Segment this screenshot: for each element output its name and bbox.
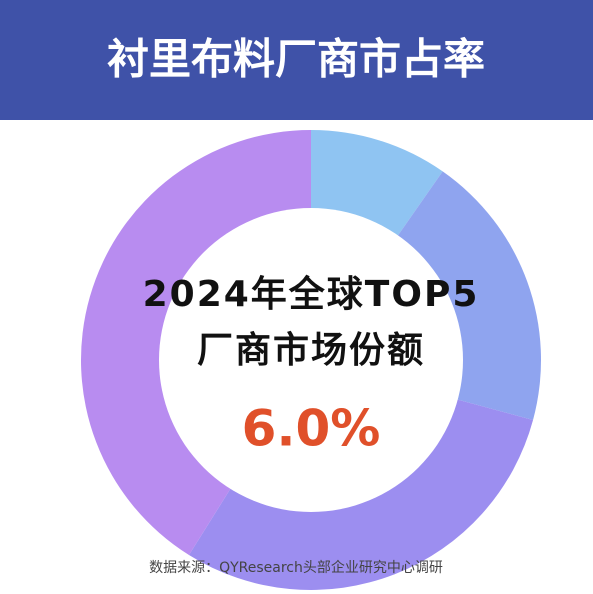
source-note: 数据来源：QYResearch头部企业研究中心调研	[149, 559, 443, 576]
center-line: 厂商市场份额	[197, 330, 425, 371]
chart-title: 衬里布料厂商市占率	[107, 35, 485, 84]
center-line: 2024年全球TOP5	[143, 273, 480, 315]
title-band	[0, 0, 593, 120]
center-value: 6.0%	[242, 400, 381, 458]
donut-hole	[159, 208, 463, 512]
